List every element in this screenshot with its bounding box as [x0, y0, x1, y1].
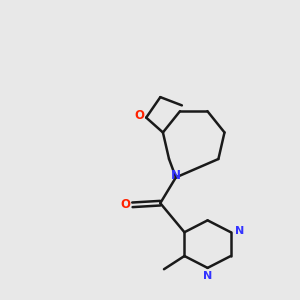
Text: O: O	[121, 198, 131, 211]
Text: N: N	[203, 271, 212, 281]
Text: N: N	[171, 169, 181, 182]
Text: O: O	[134, 110, 145, 122]
Text: N: N	[236, 226, 245, 236]
